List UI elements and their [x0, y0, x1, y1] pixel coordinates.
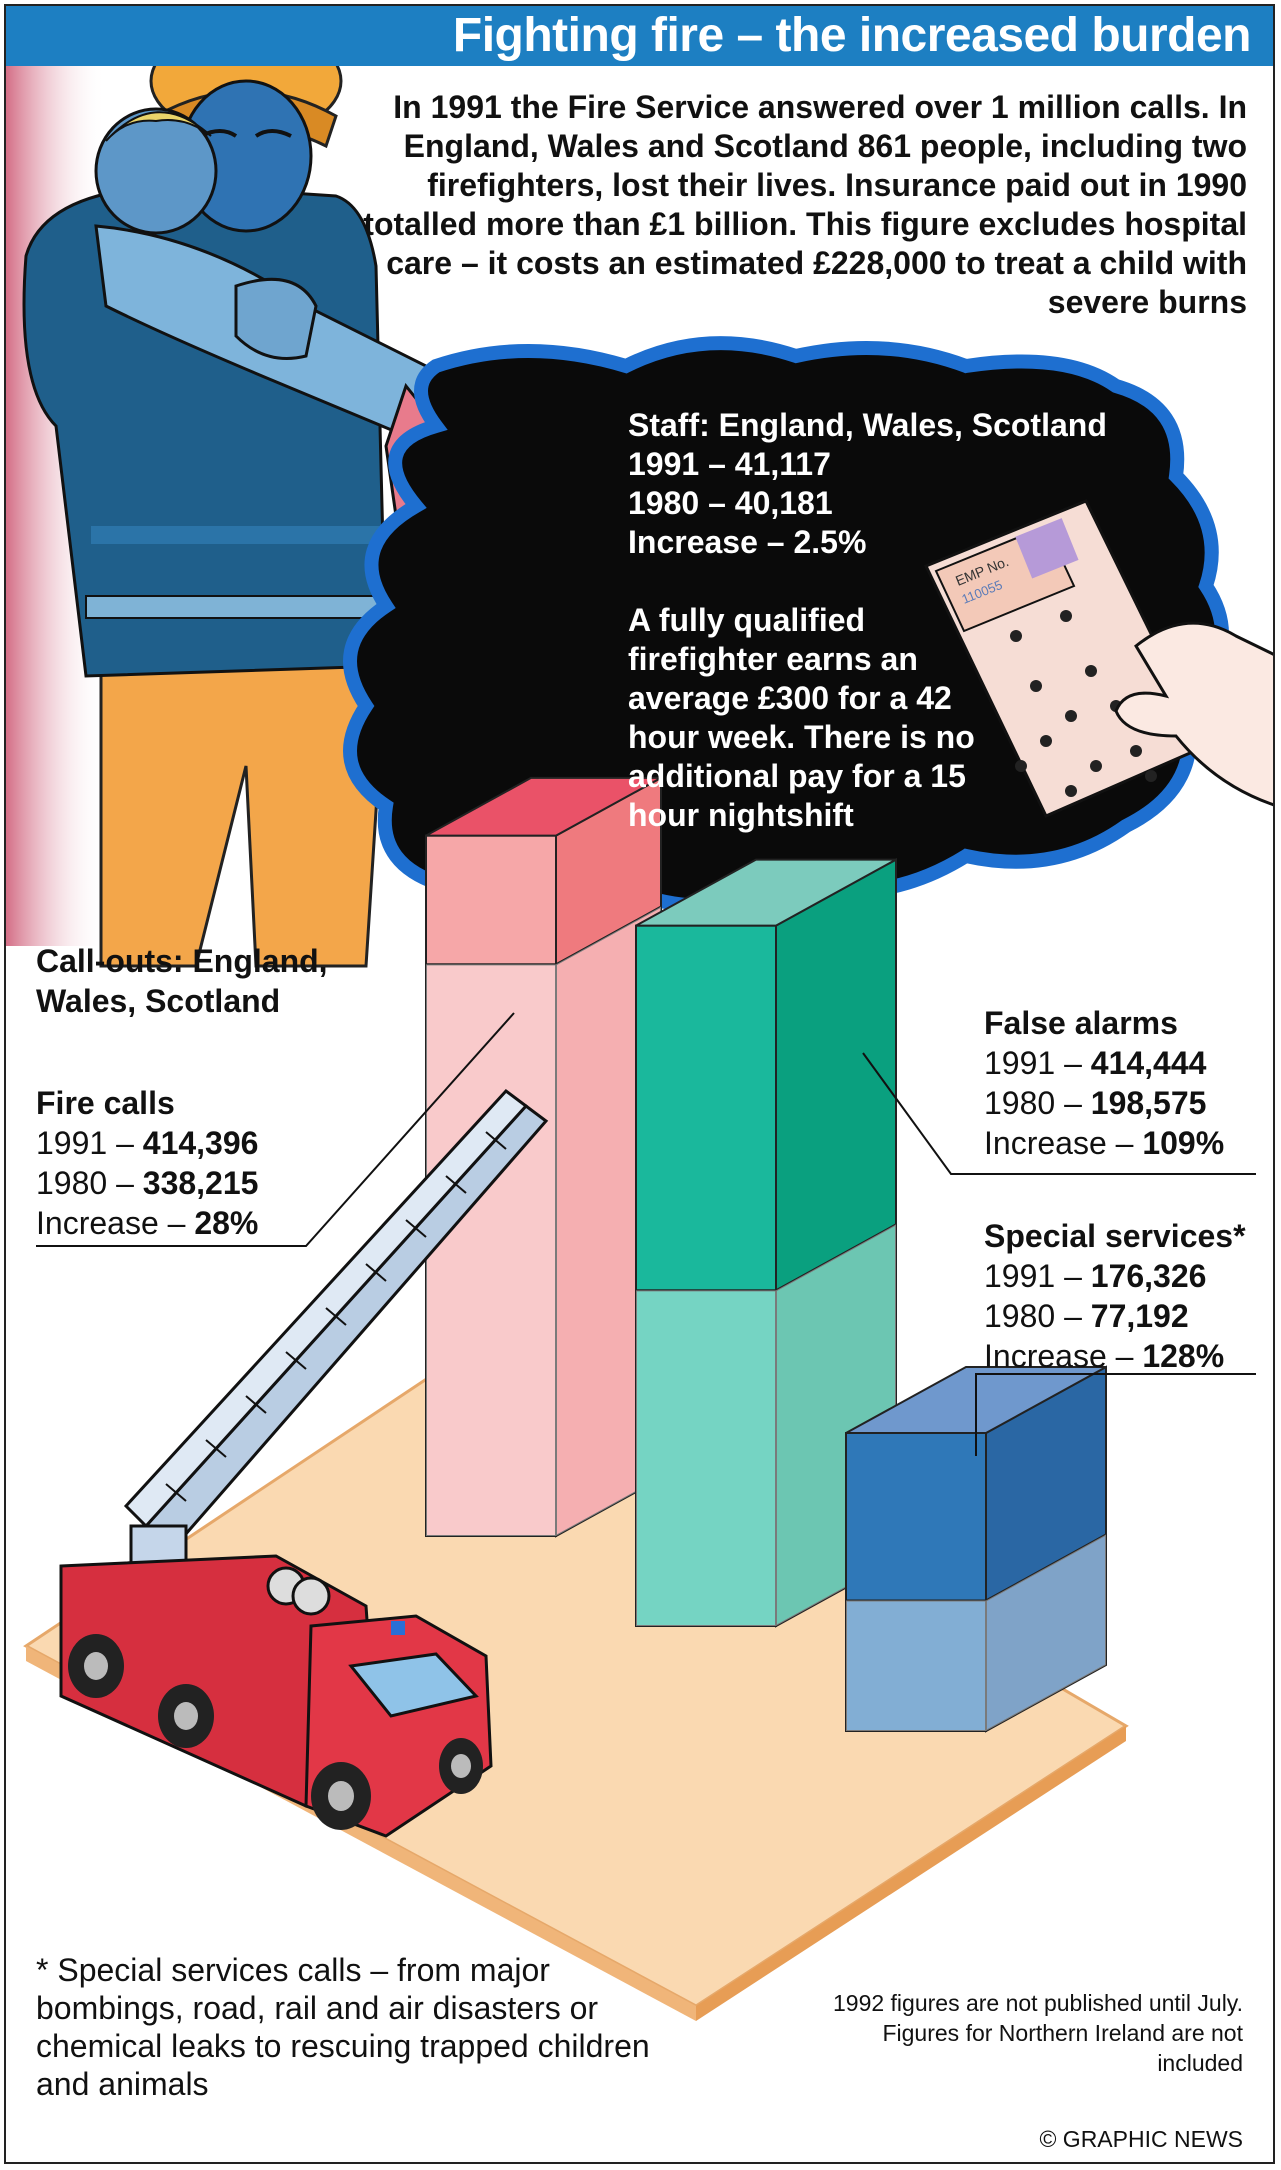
- illustration-layer: EMP No. 110055: [6, 24, 1273, 2021]
- false-alarms-heading: False alarms: [984, 1005, 1178, 1041]
- bar-1980-side-2: [985, 1532, 1107, 1733]
- staff-1991: 1991 – 41,117: [628, 446, 831, 482]
- pay-text: A fully qualified firefighter earns an a…: [628, 602, 975, 833]
- source-note: 1992 figures are not published until Jul…: [832, 1990, 1243, 2076]
- bar-1991-front-2: [845, 1432, 987, 1602]
- special-increase-label: Increase –: [984, 1338, 1143, 1374]
- fire-increase-label: Increase –: [36, 1205, 195, 1241]
- special-increase-value: 128%: [1142, 1338, 1225, 1374]
- bar-1980-shade-1: [636, 1224, 896, 1626]
- bar-1980-shade-0: [426, 906, 661, 1536]
- payslip-illustration: EMP No. 110055: [923, 499, 1273, 818]
- credit: © GRAPHIC NEWS: [1039, 2126, 1243, 2152]
- title-bar: Fighting fire – the increased burden: [6, 6, 1273, 66]
- false-1991-value: 414,444: [1090, 1045, 1207, 1081]
- bar-1991-top-0: [425, 776, 662, 837]
- special-1980-label: 1980 –: [984, 1298, 1091, 1334]
- special-services-stats: Special services* 1991 – 176,326 1980 – …: [984, 1216, 1246, 1376]
- false-increase-value: 109%: [1142, 1125, 1225, 1161]
- page-title: Fighting fire – the increased burden: [452, 9, 1252, 62]
- special-1980-value: 77,192: [1090, 1298, 1189, 1334]
- special-1991-label: 1991 –: [984, 1258, 1091, 1294]
- fire-1991-label: 1991 –: [36, 1125, 143, 1161]
- leader-lines: [36, 1012, 1256, 1456]
- false-1980-label: 1980 –: [984, 1085, 1091, 1121]
- fire-1991-value: 414,396: [142, 1125, 259, 1161]
- special-services-heading: Special services*: [984, 1218, 1246, 1254]
- staff-increase: Increase – 2.5%: [628, 524, 867, 560]
- bar-1991-front-0: [425, 834, 557, 966]
- staff-cloud: [343, 336, 1229, 913]
- false-1991-label: 1991 –: [984, 1045, 1091, 1081]
- footnote: * Special services calls – from major bo…: [36, 1952, 650, 2102]
- false-alarms-stats: False alarms 1991 – 414,444 1980 – 198,5…: [984, 1003, 1224, 1163]
- bar-1991-front-1: [635, 924, 777, 1292]
- false-increase-label: Increase –: [984, 1125, 1143, 1161]
- fire-calls-heading: Fire calls: [36, 1085, 175, 1121]
- fire-increase-value: 28%: [194, 1205, 259, 1241]
- infographic: EMP No. 110055: [4, 4, 1275, 2164]
- fire-engine-illustration: [59, 1088, 549, 1838]
- callouts-heading: Call-outs: England, Wales, Scotland: [36, 943, 328, 1019]
- bar-1991-top-1: [635, 858, 897, 927]
- fire-calls-stats: Fire calls 1991 – 414,396 1980 – 338,215…: [36, 1083, 258, 1243]
- bar-1980-shade-2: [846, 1534, 1106, 1731]
- staff-1980: 1980 – 40,181: [628, 485, 833, 521]
- staff-heading: Staff: England, Wales, Scotland: [628, 407, 1107, 443]
- fire-1980-label: 1980 –: [36, 1165, 143, 1201]
- false-1980-value: 198,575: [1090, 1085, 1207, 1121]
- intro-text: In 1991 the Fire Service answered over 1…: [363, 89, 1247, 320]
- fire-1980-value: 338,215: [142, 1165, 259, 1201]
- special-1991-value: 176,326: [1090, 1258, 1207, 1294]
- staff-block: Staff: England, Wales, Scotland 1991 – 4…: [628, 406, 1107, 835]
